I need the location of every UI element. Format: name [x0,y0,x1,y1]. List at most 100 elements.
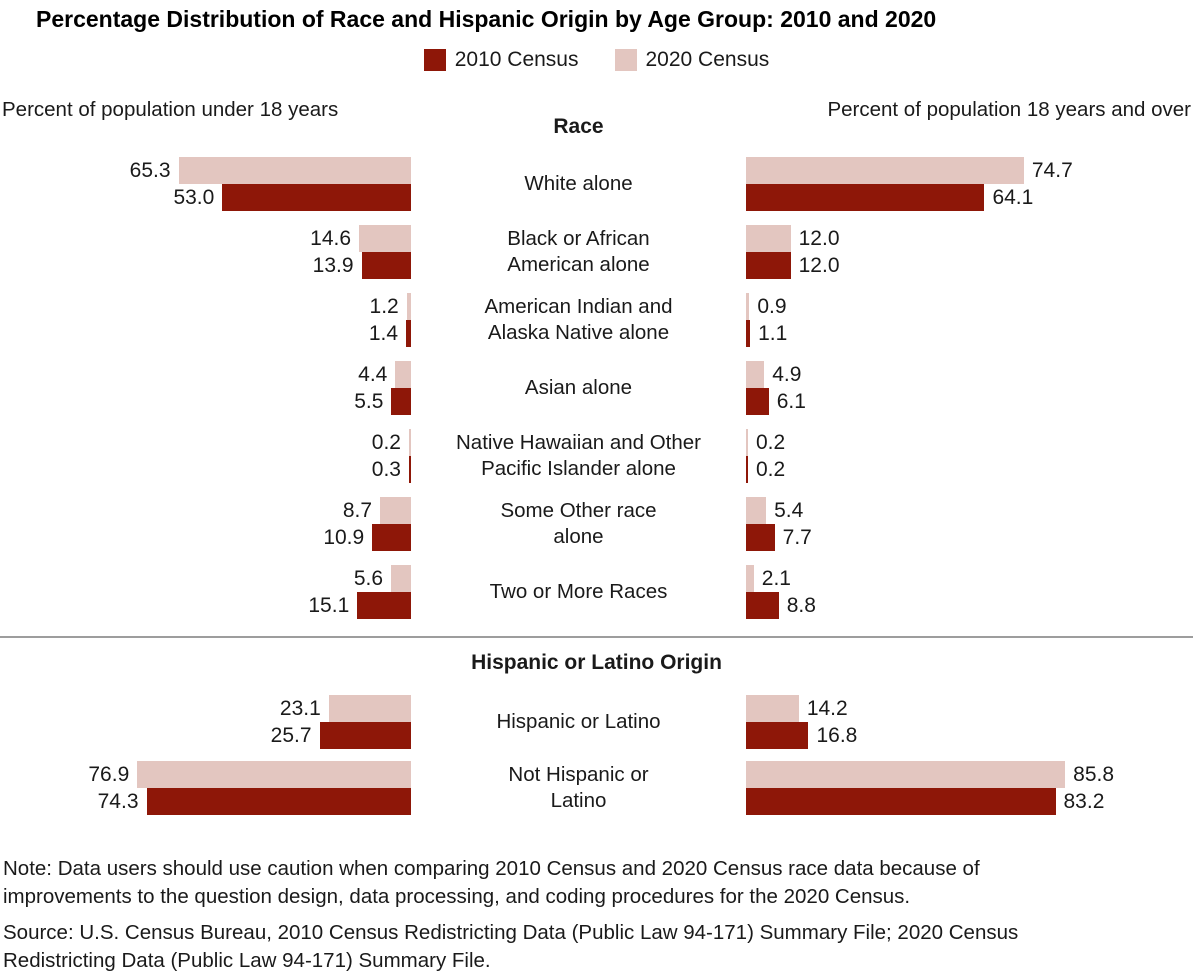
bars-18-and-over: 74.7 64.1 [746,157,1193,211]
bar-group-under18-2020: 4.4 [358,361,411,388]
bar-group-over18-2010: 16.8 [746,722,857,749]
value-label: 83.2 [1063,790,1105,813]
bar-group-over18-2010: 83.2 [746,788,1104,815]
legend: 2010 Census 2020 Census [0,48,1193,72]
bar-2020-under18 [380,497,411,524]
value-label: 16.8 [816,724,858,747]
bar-group-over18-2010: 8.8 [746,592,816,619]
value-label: 13.9 [312,254,354,277]
legend-item-2010: 2010 Census [423,48,579,72]
bar-2020-under18 [359,225,411,252]
bars-under-18: 65.3 53.0 [0,157,411,211]
bar-2010-over18 [746,320,751,347]
legend-swatch-2020-icon [614,49,637,71]
bar-2020-under18 [409,429,411,456]
value-label: 0.2 [756,458,786,481]
bar-group-under18-2010: 1.4 [369,320,411,347]
bar-2020-under18 [328,695,411,722]
category-row: 65.3 53.0 White alone 74.7 64.1 [0,150,1193,218]
bars-under-18: 1.2 1.4 [0,293,411,347]
value-label: 0.2 [756,431,786,454]
bars-18-and-over: 12.0 12.0 [746,225,1193,279]
note-text: Note: Data users should use caution when… [3,857,980,908]
bar-2020-over18 [746,695,799,722]
value-label: 14.2 [806,697,848,720]
bar-2020-over18 [746,225,791,252]
value-label: 0.3 [371,458,401,481]
value-label: 0.2 [371,431,401,454]
bar-group-over18-2010: 0.2 [746,456,785,483]
bars-under-18: 14.6 13.9 [0,225,411,279]
panel-header-under-18: Percent of population under 18 years [2,98,339,121]
bar-2020-under18 [178,157,411,184]
bar-2010-under18 [222,184,411,211]
value-label: 1.4 [368,322,399,345]
bars-18-and-over: 14.2 16.8 [746,695,1193,749]
bar-2020-under18 [395,361,411,388]
bar-group-over18-2020: 5.4 [746,497,803,524]
value-label: 15.1 [308,594,350,617]
bar-group-under18-2020: 14.6 [310,225,411,252]
bar-group-under18-2020: 5.6 [354,565,411,592]
bar-group-over18-2010: 7.7 [746,524,812,551]
value-label: 25.7 [270,724,312,747]
bars-under-18: 5.6 15.1 [0,565,411,619]
panel-header-18-and-over: Percent of population 18 years and over [827,98,1191,121]
bar-2020-under18 [391,565,411,592]
bar-2020-over18 [746,293,750,320]
value-label: 74.3 [97,790,139,813]
bar-group-under18-2010: 15.1 [308,592,411,619]
value-label: 1.1 [758,322,788,345]
bar-group-under18-2010: 10.9 [323,524,411,551]
bar-group-under18-2010: 25.7 [271,722,411,749]
category-row: 1.2 1.4 American Indian and Alaska Native a… [0,286,1193,354]
bar-group-over18-2010: 64.1 [746,184,1033,211]
value-label: 14.6 [310,227,352,250]
bar-2010-under18 [391,388,411,415]
category-row: 0.2 0.3 Native Hawaiian and Other Pacific I… [0,422,1193,490]
bars-under-18: 76.9 74.3 [0,761,411,815]
bar-2020-over18 [746,157,1024,184]
value-label: 5.6 [353,567,384,590]
bar-2020-over18 [746,565,754,592]
bar-group-over18-2020: 14.2 [746,695,848,722]
bar-2010-under18 [361,252,411,279]
bar-2020-over18 [746,761,1066,788]
value-label: 5.5 [354,390,384,413]
section-header-race: Race [553,115,604,138]
value-label: 76.9 [88,763,130,786]
bar-group-under18-2020: 76.9 [88,761,411,788]
value-label: 1.2 [369,295,399,318]
bars-under-18: 23.1 25.7 [0,695,411,749]
value-label: 8.7 [342,499,373,522]
category-label: American Indian and Alaska Native alone [484,295,673,344]
value-label: 4.9 [772,363,802,386]
bar-group-under18-2010: 74.3 [98,788,411,815]
bar-2020-under18 [137,761,411,788]
value-label: 74.7 [1031,159,1073,182]
bar-group-over18-2020: 2.1 [746,565,791,592]
bar-2010-over18 [746,456,748,483]
category-label: Two or More Races [489,580,668,603]
bar-group-over18-2020: 12.0 [746,225,840,252]
bar-2020-under18 [406,293,411,320]
bar-2010-over18 [746,722,809,749]
value-label: 12.0 [798,227,840,250]
category-row: 8.7 10.9 Some Other race alone 5.4 7.7 [0,490,1193,558]
bars-18-and-over: 0.2 0.2 [746,429,1193,483]
source-text: Source: U.S. Census Bureau, 2010 Census … [3,921,1019,972]
bar-2010-over18 [746,388,769,415]
bar-group-under18-2010: 53.0 [173,184,411,211]
panel-headers: Percent of population under 18 years Rac… [0,98,1193,150]
bar-group-under18-2010: 0.3 [372,456,411,483]
bar-group-under18-2020: 0.2 [372,429,411,456]
bar-2020-over18 [746,429,748,456]
bars-18-and-over: 2.1 8.8 [746,565,1193,619]
bars-18-and-over: 85.8 83.2 [746,761,1193,815]
category-label: Black or African American alone [507,227,650,276]
category-row: 14.6 13.9 Black or African American alone 12… [0,218,1193,286]
value-label: 64.1 [992,186,1034,209]
category-row: 4.4 5.5 Asian alone 4.9 6.1 [0,354,1193,422]
bar-2010-over18 [746,524,775,551]
category-row: 5.6 15.1 Two or More Races 2.1 8.8 [0,558,1193,626]
